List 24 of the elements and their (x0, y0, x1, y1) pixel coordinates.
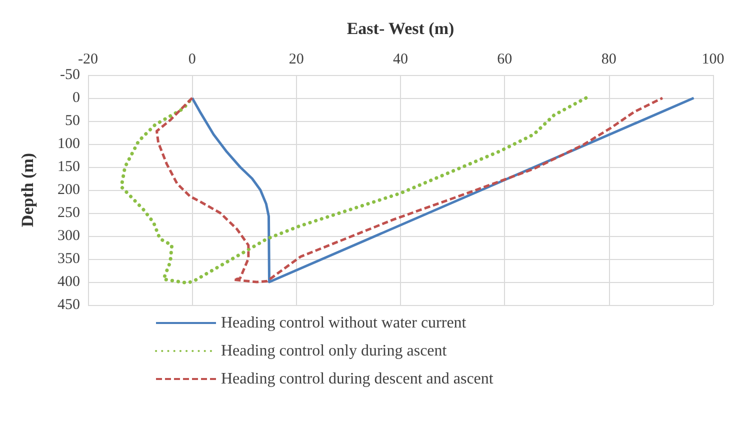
y-tick-label: 100 (58, 136, 80, 152)
y-tick-label: 150 (58, 159, 80, 175)
y-tick-label: 400 (58, 274, 80, 290)
legend-label: Heading control during descent and ascent (221, 370, 494, 388)
y-tick-label: 50 (65, 113, 80, 129)
legend-label: Heading control only during ascent (221, 342, 448, 360)
x-axis-title: East- West (m) (346, 19, 454, 38)
legend-label: Heading control without water current (221, 314, 467, 332)
x-tick-label: 0 (188, 52, 196, 68)
y-tick-label: 250 (58, 205, 80, 221)
y-tick-label: -50 (60, 67, 80, 83)
x-tick-label: 100 (702, 52, 724, 68)
y-tick-label: 0 (72, 90, 80, 106)
x-tick-label: 60 (497, 52, 512, 68)
x-tick-label: 20 (288, 52, 304, 68)
y-axis-title: Depth (m) (18, 152, 37, 228)
y-tick-label: 200 (58, 182, 80, 198)
x-tick-label: 80 (601, 52, 616, 68)
y-tick-label: 450 (58, 297, 80, 313)
line-series (120, 96, 588, 285)
x-tick-label: 40 (393, 52, 408, 68)
y-tick-label: 300 (58, 228, 80, 244)
y-tick-label: 350 (58, 251, 80, 267)
x-tick-label: -20 (78, 52, 98, 68)
